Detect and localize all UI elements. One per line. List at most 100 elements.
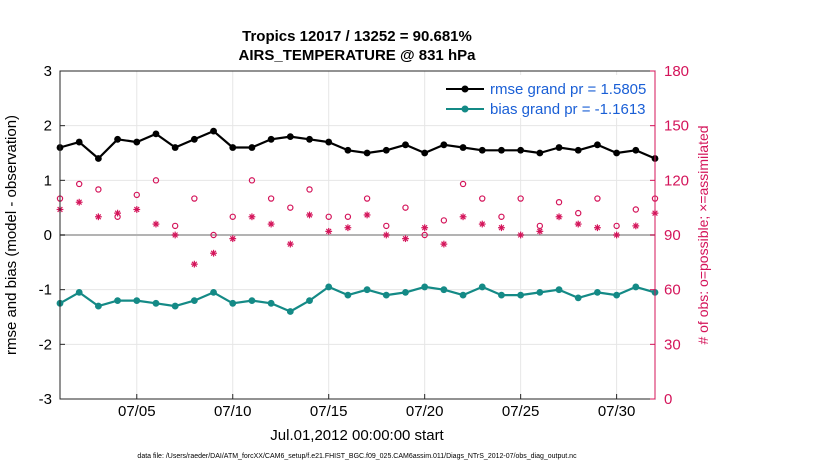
obs-assimilated-stroke (76, 199, 82, 206)
obs-possible-marker (402, 204, 409, 211)
rmse-point (498, 146, 505, 154)
obs-assimilated-stroke (594, 224, 601, 231)
x-tick-label: 07/15 (310, 403, 348, 420)
y-right-tick-label: 30 (664, 336, 681, 353)
rmse-point (229, 144, 237, 151)
rmse-point (440, 141, 448, 149)
y-right-tick-label: 0 (664, 391, 672, 408)
y-tick-label: 0 (44, 227, 52, 244)
bias-point (114, 297, 121, 304)
y-axis-label: rmse and bias (model - observation) (3, 115, 20, 355)
obs-assimilated-stroke (575, 221, 582, 227)
obs-assimilated-stroke (613, 232, 620, 238)
rmse-point (421, 149, 429, 157)
rmse-point (382, 146, 390, 154)
legend-bias-marker (461, 105, 469, 113)
obs-assimilated-marker (248, 213, 256, 221)
bias-point (594, 289, 601, 296)
legend-rmse-marker (461, 85, 469, 93)
rmse-point (152, 130, 160, 138)
chart-subtitle: AIRS_TEMPERATURE @ 831 hPa (239, 47, 477, 64)
obs-assimilated-stroke (460, 213, 466, 220)
y-tick-label: 2 (44, 118, 52, 135)
legend: rmse grand pr = 1.5805 bias grand pr = -… (443, 75, 651, 118)
obs-possible-marker (383, 222, 390, 230)
obs-assimilated-marker (498, 224, 505, 232)
obs-assimilated-marker (363, 211, 371, 219)
obs-possible-marker (171, 222, 179, 230)
obs-assimilated-stroke (114, 210, 121, 216)
x-tick-label: 07/25 (502, 403, 540, 420)
obs-possible-marker (344, 213, 352, 220)
obs-assimilated-marker (306, 211, 313, 219)
bias-point (210, 289, 217, 296)
y-tick-label: -1 (39, 282, 52, 299)
obs-assimilated-stroke (345, 224, 351, 231)
bias-point (459, 291, 467, 299)
rmse-point (210, 127, 217, 135)
y-right-axis-label: # of obs: o=possible; ×=assimilated (695, 125, 711, 344)
rmse-point (325, 138, 333, 146)
bias-point (517, 291, 525, 299)
obs-assimilated-stroke (210, 250, 217, 257)
rmse-point (555, 144, 563, 151)
obs-assimilated-stroke (191, 261, 198, 267)
y-tick-label: -3 (39, 391, 52, 408)
obs-assimilated-marker (171, 231, 179, 239)
obs-assimilated-marker (536, 227, 544, 235)
rmse-point (478, 146, 486, 154)
obs-possible-marker (191, 195, 198, 202)
rmse-point (344, 146, 352, 154)
rmse-point (574, 146, 582, 154)
obs-assimilated-marker (594, 224, 601, 232)
obs-assimilated-marker (286, 240, 294, 248)
rmse-point (363, 149, 371, 157)
obs-assimilated-marker (632, 222, 640, 230)
obs-possible-marker (229, 213, 236, 220)
bias-point (75, 289, 83, 296)
obs-assimilated-marker (402, 235, 409, 243)
bias-point (325, 283, 333, 291)
obs-possible-marker (363, 195, 371, 202)
obs-possible-marker (248, 177, 256, 184)
bias-point (536, 289, 544, 296)
bias-point (440, 286, 448, 294)
rmse-point (594, 141, 601, 149)
obs-assimilated-marker (517, 231, 525, 239)
obs-assimilated-stroke (268, 221, 274, 227)
y-right-tick-label: 150 (664, 118, 689, 135)
bias-point (613, 291, 621, 299)
obs-assimilated-marker (229, 235, 237, 243)
obs-assimilated-marker (574, 220, 582, 228)
rmse-point (133, 138, 141, 146)
rmse-point (613, 149, 621, 157)
y-tick-label: 3 (44, 63, 52, 80)
obs-possible-marker (133, 191, 140, 199)
y-tick-label: 1 (44, 172, 52, 189)
obs-possible-marker (287, 204, 294, 211)
obs-assimilated-stroke (229, 235, 236, 242)
obs-assimilated-stroke (441, 241, 447, 247)
obs-assimilated-marker (421, 224, 429, 232)
rmse-point (114, 135, 121, 143)
obs-assimilated-marker (555, 213, 563, 221)
bias-point (555, 286, 563, 294)
bias-point (133, 297, 141, 304)
obs-assimilated-stroke (517, 232, 524, 238)
bias-point (421, 283, 429, 291)
obs-assimilated-stroke (95, 213, 102, 220)
obs-assimilated-marker (459, 213, 467, 221)
obs-assimilated-marker (133, 206, 141, 213)
rmse-point (94, 155, 102, 162)
obs-assimilated-marker (382, 231, 390, 239)
bias-point (574, 294, 582, 302)
rmse-point (632, 146, 640, 154)
obs-possible-marker (95, 186, 102, 193)
obs-assimilated-stroke (364, 212, 370, 218)
bias-point (286, 308, 294, 315)
legend-bias-label: bias grand pr = -1.1613 (490, 101, 646, 118)
bias-point (190, 297, 198, 304)
bias-point (344, 291, 352, 299)
data-file-footnote: data file: /Users/raeder/DAI/ATM_forcXX/… (137, 453, 577, 460)
bias-point (94, 302, 102, 310)
